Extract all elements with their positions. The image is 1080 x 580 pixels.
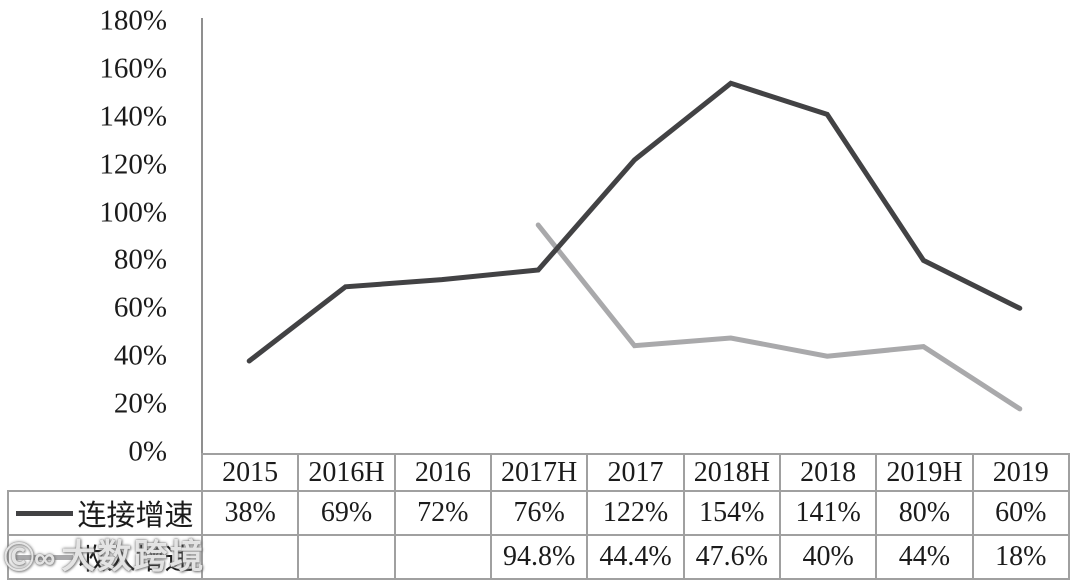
series-line-2 <box>535 222 1023 412</box>
value-cell: 122% <box>586 490 685 536</box>
x-axis-category-label: 2017H <box>489 453 589 492</box>
y-axis-tick-label: 80% <box>113 243 167 276</box>
series-row-1: 连接增速 38% 69% 72% 76% 122% 154% 141% 80% 60% <box>7 490 1070 536</box>
value-cell: 38% <box>200 490 300 536</box>
x-axis-category-label: 2016 <box>393 453 492 492</box>
legend-line-swatch-1 <box>16 510 74 516</box>
value-cell: 44.4% <box>586 534 685 580</box>
y-axis-tick-label: 140% <box>99 100 167 133</box>
value-cell <box>297 534 396 580</box>
value-cell: 154% <box>682 490 781 536</box>
legend-cell-1: 连接增速 <box>7 490 203 536</box>
value-cell: 80% <box>875 490 974 536</box>
value-cell: 40% <box>778 534 878 580</box>
legend-line-swatch-2 <box>16 554 74 560</box>
corner-cell <box>8 454 202 491</box>
value-cell: 44% <box>875 534 974 580</box>
x-axis-category-label: 2016H <box>297 453 396 492</box>
legend-cell-2: 收入增速 <box>7 534 203 580</box>
value-cell <box>200 534 300 580</box>
y-axis-tick-label: 40% <box>113 339 167 372</box>
legend-label-2: 收入增速 <box>77 544 194 576</box>
y-axis-line <box>201 18 203 454</box>
value-cell: 18% <box>971 534 1070 580</box>
value-cell: 60% <box>971 490 1070 536</box>
y-axis-tick-label: 160% <box>99 52 167 85</box>
value-cell: 94.8% <box>489 534 589 580</box>
value-cell: 47.6% <box>682 534 781 580</box>
x-axis-category-label: 2019H <box>875 453 974 492</box>
y-axis-tick-label: 100% <box>99 196 167 229</box>
x-axis-category-label: 2015 <box>200 453 300 492</box>
y-axis-tick-label: 0% <box>128 435 167 468</box>
legend-label-1: 连接增速 <box>77 500 194 532</box>
y-axis-tick-label: 120% <box>99 148 167 181</box>
value-cell <box>393 534 492 580</box>
value-cell: 76% <box>489 490 589 536</box>
x-axis-category-label: 2019 <box>971 453 1070 492</box>
series-line-1 <box>246 80 1023 364</box>
y-axis-tick-label: 60% <box>113 291 167 324</box>
value-cell: 69% <box>297 490 396 536</box>
y-axis-tick-label: 180% <box>99 4 167 37</box>
series-row-2: 收入增速 94.8% 44.4% 47.6% 40% 44% 18% <box>7 534 1070 580</box>
y-axis-tick-label: 20% <box>113 387 167 420</box>
value-cell: 72% <box>393 490 492 536</box>
x-axis-header-row: 2015 2016H 2016 2017H 2017 2018H 2018 2019H 2019 <box>8 453 1070 492</box>
x-axis-category-label: 2018 <box>778 453 878 492</box>
x-axis-category-label: 2017 <box>586 453 685 492</box>
data-table: 2015 2016H 2016 2017H 2017 2018H 2018 2019H 2019… <box>7 453 1070 580</box>
value-cell: 141% <box>778 490 878 536</box>
x-axis-category-label: 2018H <box>682 453 781 492</box>
